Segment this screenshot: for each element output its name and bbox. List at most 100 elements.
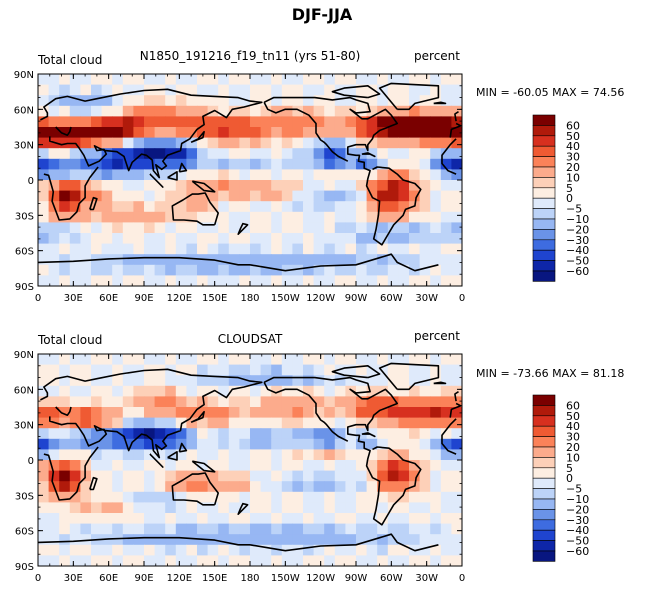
field-cell <box>59 243 71 255</box>
coastline <box>55 406 72 417</box>
lon-tick-label: 180 <box>240 573 259 584</box>
field-cell <box>303 396 315 408</box>
field-cell <box>112 407 124 419</box>
field-cell <box>165 513 177 525</box>
field-cell <box>239 460 251 472</box>
field-cell <box>440 84 452 96</box>
field-cell <box>292 449 304 461</box>
field-cell <box>59 275 71 286</box>
field-cell <box>186 438 198 450</box>
field-cell <box>334 74 346 86</box>
coastline <box>190 130 205 144</box>
field-cell <box>48 555 60 566</box>
field-cell <box>91 127 103 139</box>
field-cell <box>218 169 230 181</box>
coastline <box>237 502 249 516</box>
field-cell <box>303 534 315 546</box>
field-cell <box>334 438 346 450</box>
colorbar-label: −5 <box>566 483 582 496</box>
field-cell <box>144 222 156 234</box>
field-cell <box>228 407 240 419</box>
field-cell <box>345 201 357 213</box>
map-plot <box>37 73 463 287</box>
field-cell <box>91 449 103 461</box>
field-cell <box>356 523 368 535</box>
field-cell <box>133 428 145 440</box>
coastline <box>191 180 216 193</box>
field-cell <box>292 407 304 419</box>
field-cell <box>271 428 283 440</box>
field-cell <box>356 407 368 419</box>
coastline <box>40 88 263 179</box>
field-cell <box>356 254 368 266</box>
field-cell <box>228 460 240 472</box>
field-cell <box>101 385 113 397</box>
field-cell <box>398 491 410 503</box>
field-cell <box>48 74 60 86</box>
field-cell <box>324 74 336 86</box>
field-cell <box>313 396 325 408</box>
field-cell <box>334 264 346 276</box>
field-cell <box>228 127 240 139</box>
field-cell <box>387 137 399 149</box>
coastline <box>378 362 440 391</box>
field-cell <box>419 243 431 255</box>
field-cell <box>38 460 50 472</box>
field-cell <box>281 201 293 213</box>
field-cell <box>122 544 134 556</box>
field-cell <box>271 180 283 192</box>
field-cell <box>133 74 145 86</box>
field-cell <box>144 74 156 86</box>
field-cell <box>144 555 156 566</box>
field-cell <box>228 254 240 266</box>
field-cell <box>165 243 177 255</box>
field-cell <box>409 211 421 223</box>
field-cell <box>228 190 240 202</box>
field-cell <box>197 222 209 234</box>
field-cell <box>409 555 421 566</box>
field-cell <box>398 354 410 366</box>
field-cell <box>271 449 283 461</box>
field-cell <box>387 354 399 366</box>
field-cell <box>48 438 60 450</box>
colorbar-swatch <box>532 135 556 147</box>
field-cell <box>197 233 209 245</box>
field-cell <box>59 513 71 525</box>
field-cell <box>101 158 113 170</box>
field-cell <box>175 481 187 493</box>
field-cell <box>451 385 462 397</box>
field-cell <box>313 127 325 139</box>
field-cell <box>175 211 187 223</box>
field-cell <box>218 354 230 366</box>
field-cell <box>398 211 410 223</box>
field-cell <box>334 190 346 202</box>
colorbar-swatch <box>532 166 556 178</box>
field-cell <box>345 105 357 117</box>
field-cell <box>292 222 304 234</box>
field-cell <box>250 534 262 546</box>
field-cell <box>48 364 60 376</box>
field-cell <box>122 254 134 266</box>
colorbar-label: 5 <box>566 462 573 475</box>
field-cell <box>409 364 421 376</box>
field-cell <box>133 169 145 181</box>
coastline <box>454 111 459 122</box>
field-cell <box>440 137 452 149</box>
field-cell <box>38 127 50 139</box>
field-cell <box>334 470 346 482</box>
field-cell <box>69 95 81 107</box>
field-cell <box>398 74 410 86</box>
coastline <box>249 533 439 552</box>
field-cell <box>91 523 103 535</box>
field-cell <box>38 523 50 535</box>
field-cell <box>186 354 198 366</box>
field-cell <box>419 148 431 160</box>
lat-tick-label: 0 <box>28 176 34 187</box>
field-cell <box>451 523 462 535</box>
field-cell <box>281 127 293 139</box>
field-cell <box>324 137 336 149</box>
field-cell <box>165 417 177 429</box>
field-cell <box>122 74 134 86</box>
field-cell <box>175 233 187 245</box>
field-cell <box>207 190 219 202</box>
